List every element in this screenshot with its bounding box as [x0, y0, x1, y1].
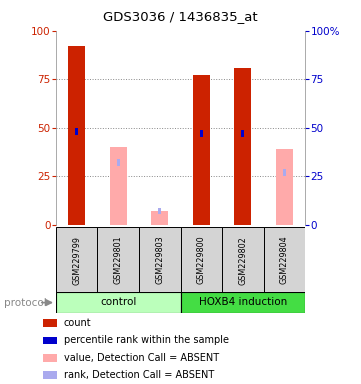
- Bar: [139, 227, 180, 294]
- Bar: [235, 68, 251, 225]
- Bar: [56, 227, 97, 294]
- Bar: [180, 227, 222, 294]
- Bar: [152, 211, 168, 225]
- Bar: [56, 292, 180, 313]
- Bar: [43, 337, 57, 344]
- Text: rank, Detection Call = ABSENT: rank, Detection Call = ABSENT: [64, 370, 214, 380]
- Bar: [276, 149, 293, 225]
- Bar: [264, 227, 305, 294]
- Bar: [43, 354, 57, 362]
- Text: HOXB4 induction: HOXB4 induction: [199, 297, 287, 308]
- Bar: [241, 130, 244, 137]
- Text: value, Detection Call = ABSENT: value, Detection Call = ABSENT: [64, 353, 219, 363]
- Bar: [283, 169, 286, 175]
- Text: protocol: protocol: [4, 298, 46, 308]
- Bar: [193, 75, 209, 225]
- Bar: [69, 46, 85, 225]
- Text: GSM229803: GSM229803: [155, 236, 164, 285]
- Text: GSM229804: GSM229804: [280, 236, 289, 285]
- Text: GSM229801: GSM229801: [114, 236, 123, 285]
- Bar: [43, 371, 57, 379]
- Text: GSM229800: GSM229800: [197, 236, 206, 285]
- Text: GSM229799: GSM229799: [72, 236, 81, 285]
- Bar: [222, 227, 264, 294]
- Bar: [75, 128, 78, 135]
- Bar: [180, 292, 305, 313]
- Text: GSM229802: GSM229802: [238, 236, 247, 285]
- Bar: [158, 208, 161, 214]
- Bar: [110, 147, 127, 225]
- Bar: [97, 227, 139, 294]
- Bar: [200, 130, 203, 137]
- Text: control: control: [100, 297, 136, 308]
- Bar: [43, 319, 57, 327]
- Bar: [117, 159, 120, 166]
- Text: percentile rank within the sample: percentile rank within the sample: [64, 336, 229, 346]
- Text: GDS3036 / 1436835_at: GDS3036 / 1436835_at: [103, 10, 258, 23]
- Text: count: count: [64, 318, 91, 328]
